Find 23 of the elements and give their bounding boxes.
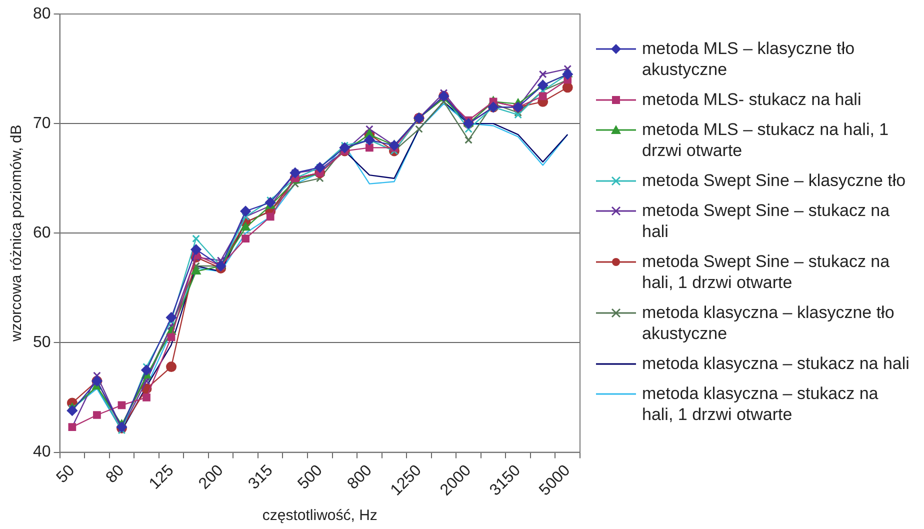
x-tick-label: 315	[245, 462, 276, 493]
legend-label: metoda klasyczna – stukacz na hali	[642, 353, 910, 374]
x-tick-label: 50	[54, 462, 78, 487]
y-tick-label: 80	[33, 5, 51, 22]
x-tick-label: 200	[196, 462, 227, 493]
legend-label: metoda Swept Sine – klasyczne tło	[642, 170, 906, 191]
x-tick-label: 500	[294, 462, 326, 493]
x-tick-label: 125	[146, 462, 178, 493]
x-axis-title: częstotliwość, Hz	[262, 507, 378, 524]
y-tick-label: 60	[33, 224, 51, 242]
y-axis-title: wzorcowa różnica poziomów, dB	[8, 124, 26, 343]
legend-label: metoda MLS – klasyczne tło akustyczne	[642, 38, 856, 80]
legend-label: metoda MLS- stukacz na hali	[642, 89, 862, 110]
legend-label: metoda Swept Sine – stukacz na hali	[642, 200, 891, 242]
y-tick-label: 70	[33, 114, 51, 132]
legend-label: metoda klasyczna – klasyczne tło akustyczne	[642, 302, 896, 344]
legend-label: metoda Swept Sine – stukacz na hali, 1 drzwi otwarte	[642, 251, 891, 293]
legend-label: metoda MLS – stukacz na hali, 1 drzwi otwarte	[642, 119, 890, 161]
x-tick-label: 80	[103, 462, 128, 487]
x-tick-label: 800	[344, 462, 376, 493]
legend-label: metoda klasyczna – stukacz na hali, 1 drzwi otwarte	[642, 383, 880, 425]
y-tick-label: 50	[33, 334, 51, 352]
y-tick-label: 40	[33, 444, 51, 461]
